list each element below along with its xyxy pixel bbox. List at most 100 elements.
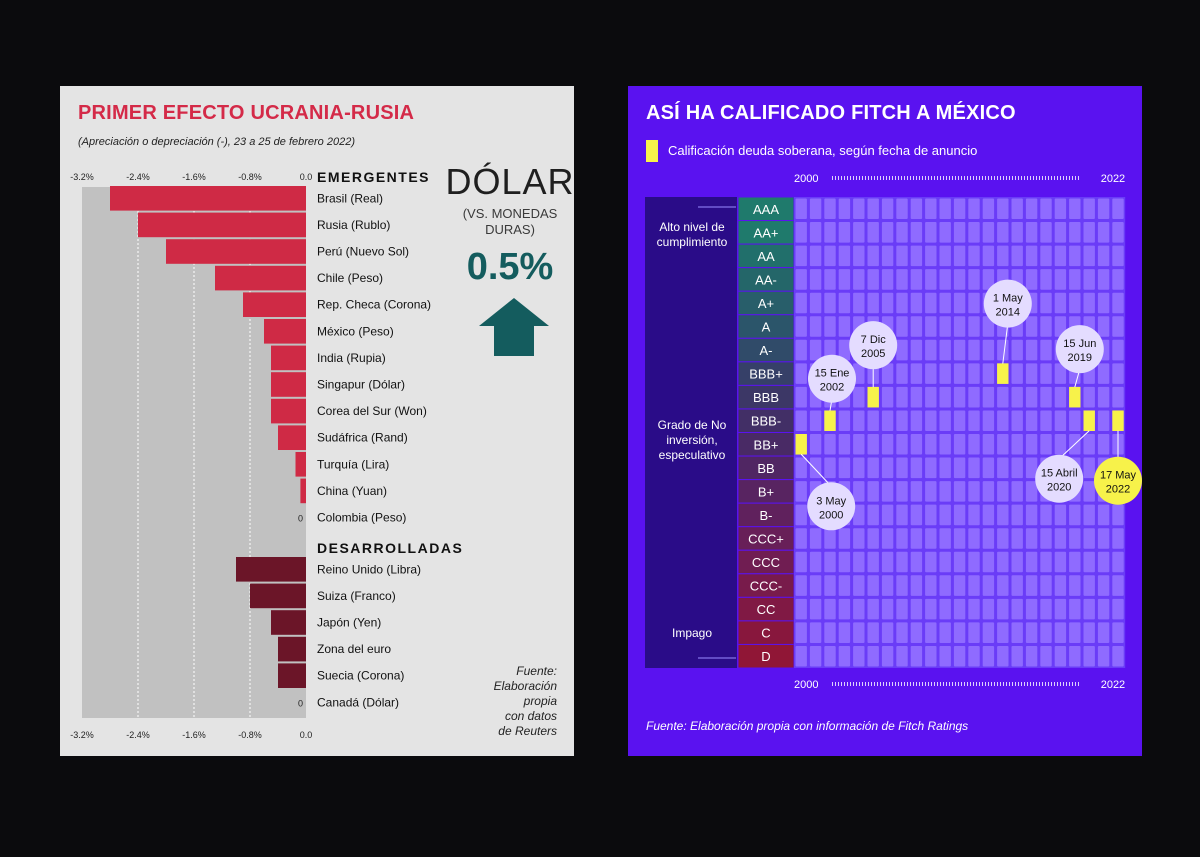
grid-cell bbox=[982, 504, 995, 526]
grid-cell bbox=[867, 645, 879, 667]
grid-cell bbox=[824, 292, 836, 314]
grid-cell bbox=[982, 410, 995, 431]
grid-cell bbox=[1097, 598, 1110, 620]
bar bbox=[271, 345, 306, 371]
grid-cell bbox=[795, 622, 807, 643]
x-tick-label-top: -3.2% bbox=[70, 172, 94, 182]
grid-cell bbox=[795, 339, 807, 361]
callout-bubble bbox=[983, 279, 1032, 328]
grid-cell bbox=[809, 339, 822, 361]
grid-cell bbox=[881, 363, 894, 384]
grid-cell bbox=[925, 504, 937, 526]
category-label: Singapur (Dólar) bbox=[317, 378, 405, 392]
grid-cell bbox=[824, 316, 836, 337]
grid-cell bbox=[910, 339, 923, 361]
bar bbox=[250, 583, 306, 609]
grid-cell bbox=[896, 528, 908, 549]
grid-cell bbox=[853, 292, 865, 314]
grid-cell bbox=[939, 316, 951, 337]
bar bbox=[271, 398, 306, 424]
grid-cell bbox=[881, 575, 894, 596]
grid-cell bbox=[853, 434, 865, 455]
grid-cell bbox=[1011, 434, 1023, 455]
grid-cell bbox=[809, 598, 822, 620]
grid-cell bbox=[1054, 245, 1067, 267]
grid-cell bbox=[1040, 598, 1052, 620]
grid-cell bbox=[968, 386, 980, 408]
event-marker bbox=[1112, 410, 1124, 431]
grid-cell bbox=[824, 269, 836, 290]
rating-label: B- bbox=[760, 508, 773, 523]
grid-cell bbox=[953, 316, 966, 337]
grid-cell bbox=[867, 269, 879, 290]
grid-cell bbox=[896, 481, 908, 502]
grid-cell bbox=[853, 504, 865, 526]
grid-cell bbox=[1069, 622, 1081, 643]
grid-cell bbox=[824, 434, 836, 455]
grid-cell bbox=[1112, 551, 1124, 573]
category-label: Brasil (Real) bbox=[317, 191, 383, 205]
event-marker bbox=[824, 410, 836, 431]
grid-cell bbox=[968, 481, 980, 502]
grid-cell bbox=[939, 434, 951, 455]
callout-label-1: 7 Dic bbox=[861, 334, 887, 346]
category-label: Perú (Nuevo Sol) bbox=[317, 245, 409, 259]
grid-cell bbox=[925, 316, 937, 337]
bar-value-label: 0 bbox=[298, 514, 303, 524]
grid-cell bbox=[968, 528, 980, 549]
dollar-sub-1: (VS. MONEDAS bbox=[462, 206, 558, 221]
currency-bar-chart: -3.2% -3.2% -2.4% -2.4% -1.6% -1.6% -0.8% -0.8%… bbox=[70, 169, 462, 740]
grid-cell bbox=[824, 457, 836, 479]
grid-cell bbox=[1025, 316, 1038, 337]
grid-cell bbox=[968, 316, 980, 337]
x-tick-label-bottom: 0.0 bbox=[300, 730, 313, 740]
group-label-high: Alto nivel de cumplimiento bbox=[644, 220, 740, 250]
bar bbox=[243, 292, 306, 317]
callout-label-1: 15 Abril bbox=[1041, 468, 1078, 480]
grid-cell bbox=[881, 457, 894, 479]
category-label: Rep. Checa (Corona) bbox=[317, 298, 431, 312]
grid-cell bbox=[1069, 598, 1081, 620]
grid-cell bbox=[925, 292, 937, 314]
category-label: Turquía (Lira) bbox=[317, 457, 389, 471]
callout-bubble bbox=[1055, 325, 1104, 374]
grid-cell bbox=[982, 434, 995, 455]
rating-label: D bbox=[761, 649, 770, 664]
grid-cell bbox=[896, 198, 908, 220]
grid-cell bbox=[1040, 269, 1052, 290]
grid-cell bbox=[953, 434, 966, 455]
callout-label-2: 2000 bbox=[819, 509, 843, 521]
grid-cell bbox=[953, 457, 966, 479]
grid-cell bbox=[939, 245, 951, 267]
grid-cell bbox=[896, 598, 908, 620]
group-label-line: inversión, bbox=[666, 433, 718, 447]
grid-cell bbox=[853, 598, 865, 620]
grid-cell bbox=[853, 481, 865, 502]
callout-label-2: 2014 bbox=[996, 307, 1020, 319]
rating-label: BBB bbox=[753, 390, 779, 405]
grid-cell bbox=[809, 551, 822, 573]
grid-cell bbox=[1097, 504, 1110, 526]
grid-cell bbox=[968, 575, 980, 596]
grid-cell bbox=[867, 528, 879, 549]
grid-cell bbox=[1025, 363, 1038, 384]
grid-cell bbox=[795, 316, 807, 337]
grid-cell bbox=[867, 410, 879, 431]
grid-cell bbox=[1083, 622, 1095, 643]
grid-cell bbox=[925, 598, 937, 620]
grid-cell bbox=[939, 622, 951, 643]
grid-cell bbox=[809, 528, 822, 549]
grid-cell bbox=[982, 645, 995, 667]
grid-cell bbox=[1054, 434, 1067, 455]
currency-effect-panel: PRIMER EFECTO UCRANIA-RUSIA (Apreciación… bbox=[60, 86, 574, 756]
grid-cell bbox=[1112, 386, 1124, 408]
grid-cell bbox=[1112, 222, 1124, 243]
grid-cell bbox=[853, 386, 865, 408]
callout-label-2: 2002 bbox=[820, 382, 844, 394]
bar bbox=[278, 636, 306, 662]
callout-label-2: 2005 bbox=[861, 348, 885, 360]
grid-cell bbox=[997, 504, 1009, 526]
grid-cell bbox=[838, 598, 851, 620]
grid-cell bbox=[881, 504, 894, 526]
